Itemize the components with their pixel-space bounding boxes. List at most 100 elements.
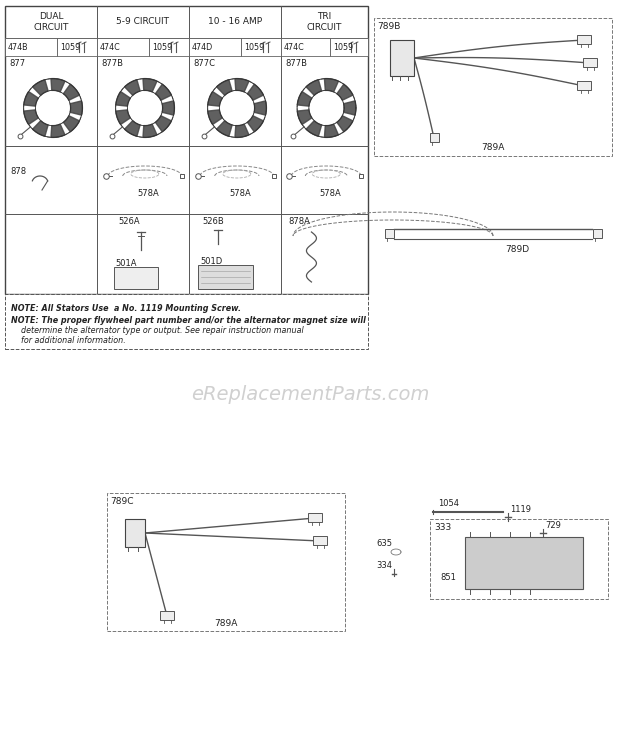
Text: 789D: 789D — [505, 245, 529, 254]
Text: 1059: 1059 — [60, 42, 80, 51]
Text: 578A: 578A — [319, 190, 341, 199]
Bar — [430, 519, 608, 599]
Text: eReplacementParts.com: eReplacementParts.com — [191, 385, 429, 403]
Bar — [385, 229, 394, 238]
Bar — [107, 493, 345, 631]
Polygon shape — [324, 79, 339, 92]
Text: 789C: 789C — [110, 497, 133, 506]
Polygon shape — [143, 79, 157, 92]
Polygon shape — [297, 110, 312, 124]
Bar — [97, 38, 149, 56]
Bar — [5, 38, 57, 56]
Text: 1059: 1059 — [152, 42, 172, 51]
Text: 334: 334 — [376, 562, 392, 571]
Text: 789A: 789A — [215, 618, 237, 627]
Bar — [374, 18, 612, 156]
Polygon shape — [143, 124, 157, 138]
Polygon shape — [216, 80, 232, 95]
Bar — [160, 611, 174, 620]
Polygon shape — [297, 92, 312, 106]
Polygon shape — [324, 124, 339, 138]
Bar — [577, 35, 591, 44]
Text: 501D: 501D — [200, 257, 223, 266]
Text: 789A: 789A — [481, 144, 505, 153]
Text: 1054: 1054 — [438, 499, 459, 508]
Text: 526B: 526B — [203, 217, 224, 226]
Polygon shape — [208, 92, 223, 106]
Text: 877C: 877C — [193, 59, 215, 68]
Text: 877: 877 — [9, 59, 25, 68]
Text: 877B: 877B — [101, 59, 123, 68]
Polygon shape — [343, 101, 356, 115]
Text: 474C: 474C — [100, 42, 121, 51]
Text: NOTE: All Stators Use  a No. 1119 Mounting Screw.: NOTE: All Stators Use a No. 1119 Mountin… — [11, 304, 241, 313]
Text: 474C: 474C — [284, 42, 305, 51]
Bar — [313, 536, 327, 545]
Bar — [330, 38, 368, 56]
Text: 333: 333 — [434, 523, 451, 532]
Text: 474B: 474B — [8, 42, 29, 51]
Bar — [113, 267, 157, 289]
Polygon shape — [216, 121, 232, 136]
Text: 878A: 878A — [288, 217, 310, 226]
Polygon shape — [337, 116, 353, 132]
Bar — [241, 38, 281, 56]
Bar — [281, 38, 330, 56]
Bar — [593, 229, 602, 238]
Polygon shape — [116, 92, 130, 106]
Text: DUAL
CIRCUIT: DUAL CIRCUIT — [33, 13, 69, 32]
Text: determine the alternator type or output. See repair instruction manual: determine the alternator type or output.… — [21, 326, 304, 335]
Polygon shape — [125, 121, 140, 136]
Bar — [198, 265, 254, 289]
Text: 877B: 877B — [285, 59, 307, 68]
Bar — [430, 133, 439, 142]
Polygon shape — [51, 124, 65, 138]
Bar — [465, 537, 583, 589]
Bar — [308, 513, 322, 522]
Bar — [390, 40, 414, 76]
Polygon shape — [70, 101, 82, 115]
Text: 789B: 789B — [377, 22, 401, 31]
Bar — [57, 38, 97, 56]
Text: TRI
CIRCUIT: TRI CIRCUIT — [307, 13, 342, 32]
Polygon shape — [24, 110, 38, 124]
Polygon shape — [162, 101, 174, 115]
Text: 878: 878 — [10, 167, 26, 176]
Text: 5-9 CIRCUIT: 5-9 CIRCUIT — [117, 18, 169, 27]
Bar — [149, 38, 189, 56]
Bar — [5, 6, 368, 294]
Text: 10 - 16 AMP: 10 - 16 AMP — [208, 18, 262, 27]
Text: 1059: 1059 — [244, 42, 264, 51]
Text: 578A: 578A — [229, 190, 251, 199]
Polygon shape — [125, 80, 140, 95]
Bar — [577, 81, 591, 90]
Polygon shape — [51, 79, 65, 92]
Text: 501A: 501A — [115, 260, 137, 269]
Text: 729: 729 — [545, 522, 561, 530]
Polygon shape — [235, 124, 249, 138]
Text: NOTE: The proper flywheel part number and/or the alternator magnet size will: NOTE: The proper flywheel part number an… — [11, 316, 366, 325]
Polygon shape — [306, 121, 322, 136]
Text: 578A: 578A — [138, 190, 159, 199]
Polygon shape — [208, 110, 223, 124]
Polygon shape — [63, 116, 79, 132]
Polygon shape — [306, 80, 322, 95]
Polygon shape — [116, 110, 130, 124]
Polygon shape — [33, 121, 48, 136]
Bar — [125, 519, 145, 547]
Text: 1119: 1119 — [510, 504, 531, 513]
Polygon shape — [235, 79, 249, 92]
Bar — [5, 294, 368, 349]
Polygon shape — [337, 84, 353, 100]
Text: 474D: 474D — [192, 42, 213, 51]
Bar — [189, 38, 241, 56]
Text: 851: 851 — [440, 572, 456, 582]
Polygon shape — [24, 92, 38, 106]
Polygon shape — [33, 80, 48, 95]
Polygon shape — [254, 101, 267, 115]
Polygon shape — [63, 84, 79, 100]
Polygon shape — [247, 116, 264, 132]
Text: for additional information.: for additional information. — [21, 336, 126, 345]
Text: 635: 635 — [376, 539, 392, 548]
Polygon shape — [156, 116, 171, 132]
